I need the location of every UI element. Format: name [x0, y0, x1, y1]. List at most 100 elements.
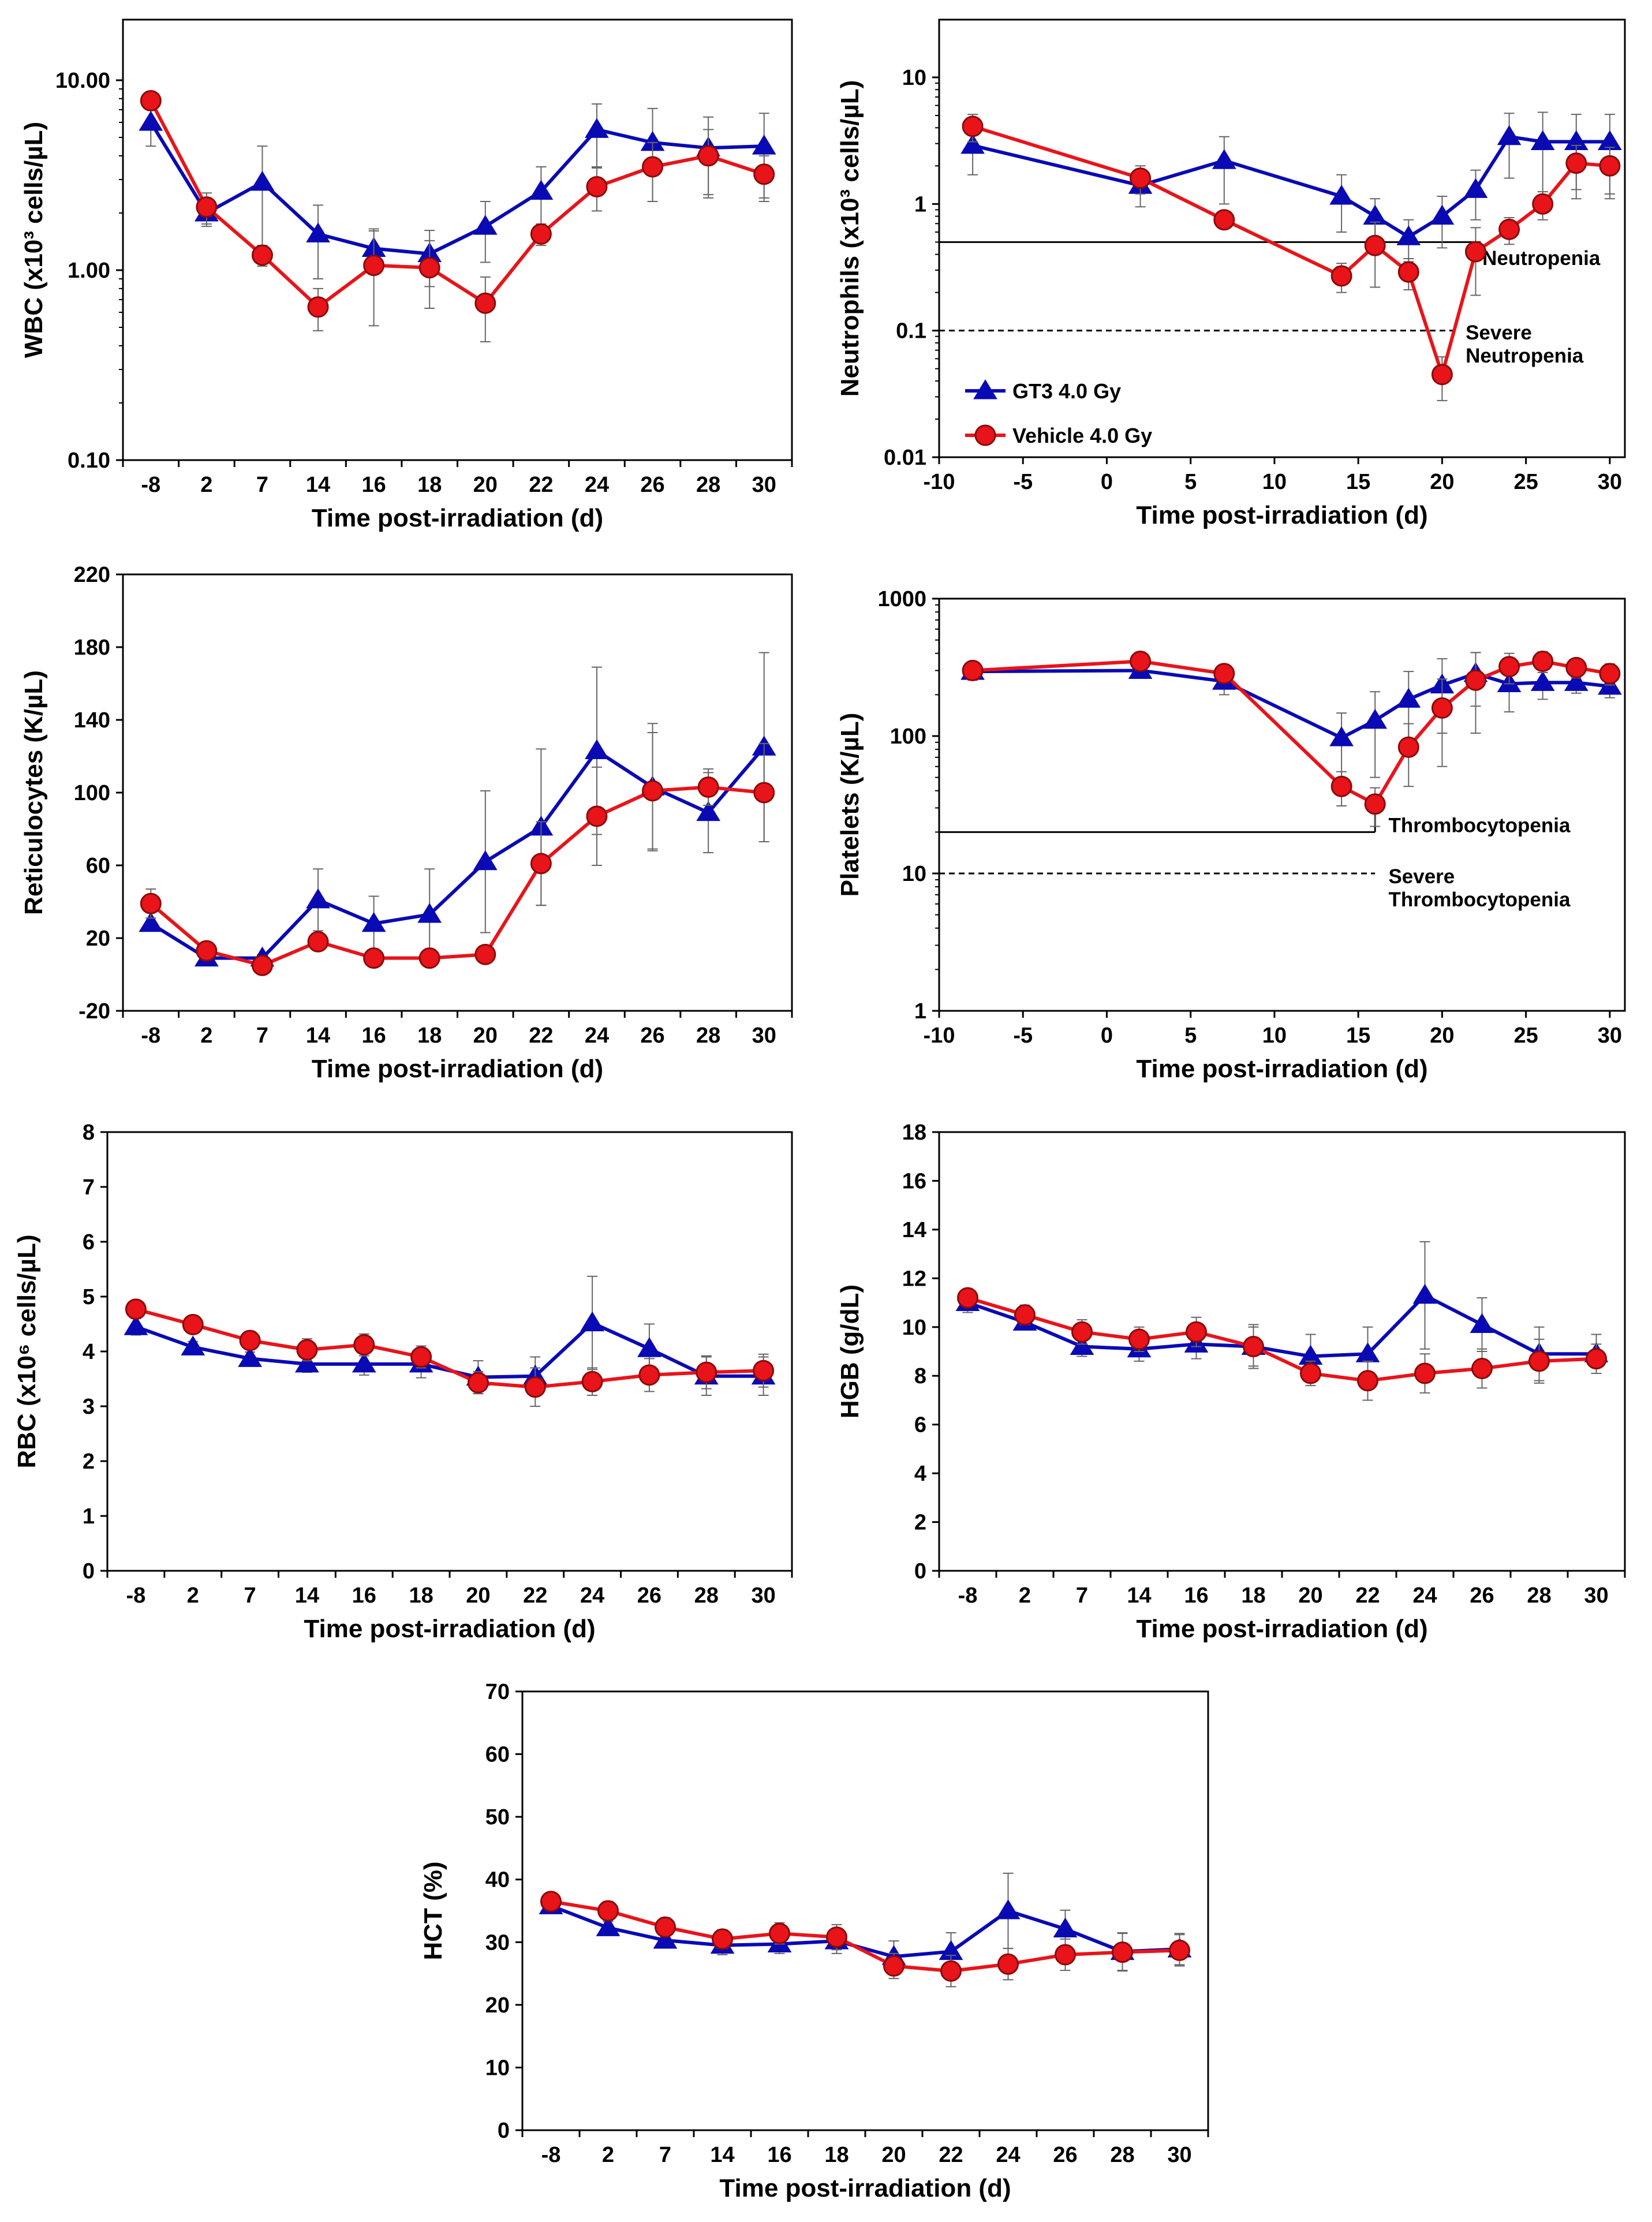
x-axis-title: Time post-irradiation (d) [1136, 1055, 1427, 1083]
data-point [467, 1372, 489, 1394]
y-tick-label: 10 [485, 2056, 510, 2080]
x-tick-label: 28 [696, 473, 720, 497]
data-point [581, 1370, 603, 1392]
data-point [1213, 663, 1235, 685]
data-point [1530, 671, 1555, 691]
y-tick-label: 60 [485, 1743, 510, 1767]
x-tick-label: 7 [256, 1024, 268, 1048]
x-tick-label: 14 [710, 2143, 734, 2167]
legend-label-gt3: GT3 4.0 Gy [1012, 379, 1121, 403]
data-point [238, 1347, 262, 1367]
x-tick-label: 20 [473, 473, 498, 497]
data-point [1130, 167, 1152, 189]
data-point [1528, 1350, 1550, 1372]
data-point [1130, 651, 1152, 673]
x-tick-label: -5 [1013, 1024, 1033, 1048]
x-tick-label: 24 [996, 2143, 1020, 2167]
x-tick-label: 7 [256, 473, 268, 497]
x-tick-label: 25 [1513, 1024, 1538, 1048]
y-tick-label: 100 [74, 781, 110, 805]
data-point [410, 1346, 432, 1368]
data-point [418, 257, 440, 279]
y-tick-label: 8 [83, 1121, 95, 1145]
data-point [1464, 669, 1486, 691]
chart-rbc: 0 1 2 3 4 5 6 7 8 -8 2 7 14 16 18 20 22 24 26 28 30 Time post… [13, 1121, 793, 1643]
chart-wbc: 0.10 1.00 10.00 -8 2 7 14 16 18 20 22 24 26 28 30 Time … [20, 18, 793, 532]
data-point [769, 1922, 790, 1944]
series-vehicle [540, 1891, 1190, 1988]
y-tick-label: -20 [79, 999, 110, 1024]
data-point [1329, 185, 1354, 205]
data-point [1071, 1321, 1093, 1343]
data-point [1396, 225, 1421, 245]
y-tick-label: 10.00 [55, 69, 110, 93]
data-point [296, 1339, 318, 1361]
x-tick-label: 7 [244, 1584, 256, 1608]
x-tick-label: 20 [881, 2143, 906, 2167]
data-point [353, 1334, 375, 1356]
x-axis-title: Time post-irradiation (d) [1136, 501, 1427, 529]
data-point [642, 780, 664, 802]
y-tick-label: 7 [83, 1175, 95, 1200]
data-point [1186, 1321, 1207, 1343]
y-tick-label: 5 [83, 1285, 95, 1309]
y-axis-title: RBC (x10⁶ cells/µL) [13, 1234, 41, 1468]
x-tick-label: 24 [1412, 1584, 1437, 1608]
data-point [473, 850, 498, 871]
x-tick-label: 18 [417, 473, 442, 497]
data-point [140, 90, 162, 112]
legend-marker-gt3 [973, 379, 997, 399]
data-point [1498, 656, 1520, 678]
data-point [418, 947, 440, 969]
data-point [1586, 1348, 1607, 1370]
x-tick-label: 16 [1184, 1584, 1208, 1608]
y-tick-label: 10 [902, 862, 926, 886]
data-point [826, 1926, 847, 1948]
data-point [696, 801, 721, 821]
data-point [239, 1330, 261, 1351]
y-tick-label: 12 [902, 1267, 926, 1291]
x-tick-label: 30 [752, 1024, 776, 1048]
series-vehicle [125, 1298, 775, 1407]
x-tick-label: -10 [924, 470, 955, 494]
x-tick-label: 18 [824, 2143, 849, 2167]
data-point [1463, 178, 1488, 198]
x-tick-label: 20 [473, 1024, 498, 1048]
y-tick-label: 10 [902, 66, 926, 90]
data-point [251, 954, 273, 976]
x-tick-label: 20 [1298, 1584, 1322, 1608]
x-tick-label: 18 [1241, 1584, 1265, 1608]
x-tick-label: 26 [640, 1024, 664, 1048]
data-point [1497, 125, 1522, 145]
data-point [1414, 1362, 1436, 1384]
data-point [307, 296, 329, 318]
data-point [1212, 149, 1236, 169]
y-axis-title: Platelets (K/µL) [836, 713, 864, 897]
data-point [1599, 155, 1621, 177]
y-tick-label: 0.01 [884, 446, 926, 470]
data-point [1397, 736, 1419, 758]
x-tick-label: 15 [1346, 470, 1370, 494]
data-point [529, 180, 554, 200]
x-tick-label: 14 [1127, 1584, 1151, 1608]
data-point [1412, 1283, 1437, 1304]
series-vehicle [140, 90, 775, 342]
data-point [524, 1376, 546, 1398]
data-point [585, 739, 609, 760]
data-point [306, 888, 330, 909]
x-tick-label: 18 [417, 1024, 442, 1048]
x-tick-label: 24 [580, 1584, 604, 1608]
data-point [697, 776, 719, 798]
y-tick-label: 140 [74, 708, 110, 733]
data-point [1364, 793, 1386, 815]
y-tick-label: 2 [83, 1450, 95, 1474]
x-tick-label: 10 [1262, 1024, 1287, 1048]
data-point [181, 1335, 205, 1355]
x-tick-label: 16 [361, 1024, 386, 1048]
data-point [417, 903, 442, 923]
data-point [1530, 130, 1555, 151]
x-tick-label: 22 [1355, 1584, 1380, 1608]
chart-neutrophils: 0.01 0.1 1 10 -10 -5 0 5 10 15 20 25 30 Time post-irr… [836, 18, 1626, 529]
x-tick-label: 20 [466, 1584, 490, 1608]
